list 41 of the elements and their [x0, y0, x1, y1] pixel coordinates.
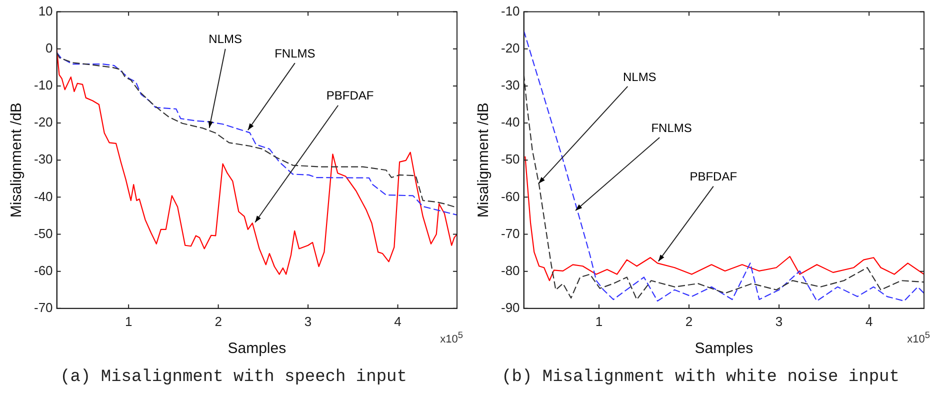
annotation: NLMS — [208, 32, 242, 46]
y-tick-label: -50 — [34, 226, 53, 241]
y-tick-label: -70 — [500, 226, 520, 241]
y-tick-label: -20 — [500, 40, 520, 56]
x-tick-label: 2 — [685, 314, 693, 329]
y-tick-label: -60 — [500, 188, 520, 204]
y-tick-label: 0 — [46, 40, 53, 56]
x-tick-label: 1 — [595, 314, 603, 329]
annotation: FNLMS — [651, 120, 692, 135]
x-tick-label: 4 — [865, 314, 873, 329]
text: x10$^{5}$ — [440, 330, 463, 346]
y-tick-label: -30 — [34, 152, 53, 167]
y-tick-label: -40 — [34, 188, 53, 204]
x-tick-label: 3 — [775, 314, 783, 329]
y-tick-label: -60 — [34, 262, 53, 278]
y-tick-label: -10 — [500, 3, 520, 18]
y-tick-label: -30 — [500, 78, 520, 93]
text: (b) Misalignment with white noise input — [500, 368, 900, 387]
annotation: NLMS — [622, 70, 656, 84]
annotation: FNLMS — [274, 46, 316, 60]
y-tick-label: -70 — [34, 300, 53, 315]
y-tick-label: 10 — [38, 3, 53, 18]
text: x10$^{5}$ — [907, 330, 930, 346]
x-axis-title: Samples — [228, 340, 286, 358]
x-tick-label: 2 — [214, 314, 222, 329]
y-tick-label: -90 — [500, 300, 520, 315]
annotation: PBFDAF — [326, 88, 374, 103]
y-axis-title: Misalignment /dB — [475, 102, 492, 218]
x-tick-label: 3 — [304, 314, 312, 329]
annotation: PBFDAF — [690, 170, 738, 184]
y-tick-label: -50 — [500, 152, 520, 167]
y-tick-label: -80 — [500, 262, 520, 278]
y-tick-label: -40 — [500, 114, 520, 130]
y-tick-label: -20 — [34, 114, 53, 130]
x-tick-label: 4 — [394, 314, 402, 329]
x-tick-label: 1 — [124, 314, 132, 329]
y-axis-title: Misalignment /dB — [8, 102, 26, 218]
y-tick-label: -10 — [34, 78, 53, 93]
x-axis-title: Samples — [694, 340, 754, 358]
line-series — [524, 30, 924, 302]
text: (a) Misalignment with speech input — [59, 368, 408, 387]
